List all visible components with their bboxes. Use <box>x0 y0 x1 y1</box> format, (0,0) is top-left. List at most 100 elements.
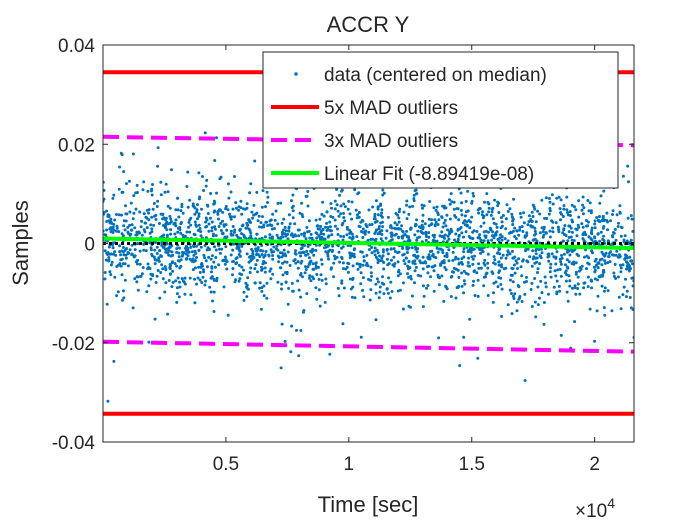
data-point <box>262 225 266 229</box>
data-point <box>130 228 134 232</box>
data-point <box>500 238 504 242</box>
data-point <box>452 266 456 270</box>
data-point <box>218 251 222 255</box>
data-point <box>510 212 514 216</box>
data-point <box>276 280 280 284</box>
data-point <box>181 253 185 257</box>
data-point <box>557 284 561 288</box>
data-point <box>597 242 601 246</box>
data-point <box>126 264 130 268</box>
data-point <box>317 265 320 269</box>
data-point <box>135 183 139 187</box>
data-points <box>103 90 634 403</box>
data-point <box>373 249 377 253</box>
x-exponent-power: 4 <box>607 495 615 511</box>
data-point <box>105 220 109 223</box>
data-point <box>451 250 455 254</box>
data-point <box>350 217 354 221</box>
data-point <box>333 254 336 258</box>
data-point <box>456 285 460 289</box>
data-point <box>555 290 559 294</box>
data-point <box>351 278 355 281</box>
data-point <box>431 233 435 237</box>
data-point <box>218 177 222 181</box>
data-point <box>415 250 419 254</box>
data-point <box>479 251 483 255</box>
data-point <box>259 248 263 252</box>
data-point <box>592 265 596 269</box>
data-point <box>294 252 298 256</box>
data-point <box>309 279 313 283</box>
data-point <box>485 192 489 196</box>
data-point <box>358 265 362 269</box>
data-point <box>287 286 291 290</box>
data-point <box>176 208 180 212</box>
data-point <box>378 285 382 289</box>
data-point <box>260 236 264 240</box>
data-point <box>501 253 505 257</box>
data-point <box>536 303 540 307</box>
data-point <box>356 213 359 217</box>
data-point <box>324 250 328 254</box>
data-point <box>136 275 140 279</box>
data-point <box>552 285 556 289</box>
data-point <box>149 272 153 276</box>
data-point <box>280 287 283 291</box>
legend-marker-data <box>294 72 298 76</box>
data-point <box>196 203 199 207</box>
data-point <box>548 229 552 233</box>
data-point <box>511 217 515 221</box>
data-point <box>213 159 217 162</box>
data-point <box>449 227 453 231</box>
data-point <box>564 269 568 273</box>
data-point <box>144 249 148 253</box>
data-point <box>271 254 275 257</box>
data-point <box>496 251 500 255</box>
data-point <box>492 221 496 225</box>
data-point <box>568 224 572 228</box>
legend-items: data (centered on median)5x MAD outliers… <box>271 65 547 185</box>
data-point <box>593 222 597 226</box>
data-point <box>498 236 502 240</box>
data-point <box>410 246 414 250</box>
data-point <box>180 205 184 209</box>
data-point <box>603 313 607 317</box>
data-point <box>598 239 602 243</box>
data-point <box>109 273 113 277</box>
data-point <box>214 256 218 259</box>
y-tick-label: -0.04 <box>52 433 96 454</box>
data-point <box>607 239 610 243</box>
data-point <box>487 210 491 214</box>
data-point <box>348 256 352 260</box>
legend-label: 5x MAD outliers <box>324 98 458 119</box>
data-point <box>284 254 288 258</box>
data-point <box>462 279 466 283</box>
data-point <box>539 247 543 251</box>
data-point <box>432 206 436 210</box>
data-point <box>510 266 514 270</box>
data-point <box>224 245 228 249</box>
data-point <box>215 279 219 283</box>
data-point <box>627 267 631 271</box>
data-point <box>434 220 438 224</box>
data-point <box>118 244 122 248</box>
data-point <box>401 281 405 285</box>
data-point <box>379 203 383 207</box>
data-point <box>470 199 474 203</box>
data-point <box>233 175 236 178</box>
data-point <box>226 182 230 186</box>
data-point <box>486 239 490 243</box>
data-point <box>406 267 410 271</box>
data-point <box>220 232 224 235</box>
data-point <box>198 278 202 282</box>
data-point <box>355 262 359 266</box>
data-point <box>437 336 441 340</box>
data-point <box>306 252 310 256</box>
data-point <box>194 266 197 270</box>
data-point <box>335 203 339 207</box>
data-point <box>331 244 335 248</box>
data-point <box>188 230 192 234</box>
data-point <box>537 248 541 251</box>
data-point <box>126 230 130 234</box>
x-exponent-base: ×10 <box>575 501 607 522</box>
